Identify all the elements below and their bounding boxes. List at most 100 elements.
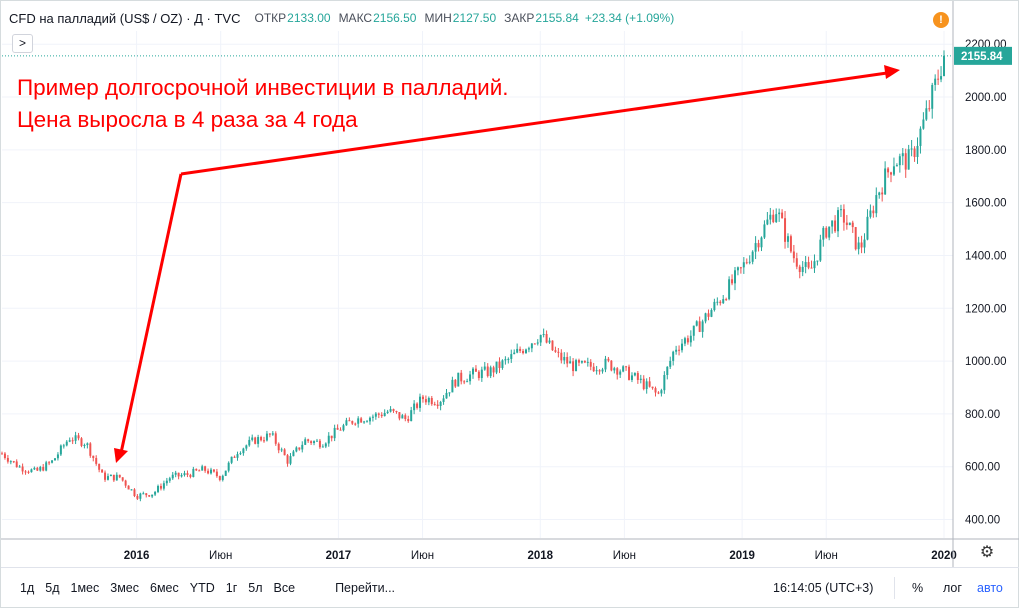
candle-body [380, 414, 383, 417]
candle-body [136, 496, 139, 499]
auto-scale-toggle[interactable]: авто [977, 580, 1003, 595]
candle-body [327, 435, 330, 444]
candle-body [198, 470, 201, 472]
candle-body [542, 334, 545, 336]
candle-body [192, 468, 195, 477]
annotation-arrows [114, 65, 900, 463]
candle-body [539, 335, 542, 343]
candle-body [45, 462, 48, 471]
candle-body [645, 381, 648, 390]
candle-body [262, 440, 265, 442]
candle-body [404, 415, 407, 420]
candle-body [92, 455, 95, 459]
high-label: МАКС [338, 11, 373, 25]
candle-body [283, 449, 286, 456]
candle-body [498, 361, 501, 368]
symbol-title[interactable]: CFD на палладий (US$ / OZ) · Д · TVC [9, 10, 241, 26]
log-scale-toggle[interactable]: лог [943, 580, 962, 595]
candle-body [890, 172, 893, 175]
x-tick-label: Июн [613, 550, 636, 562]
clock-timezone[interactable]: 16:14:05 (UTC+3) [773, 580, 874, 595]
collapse-legend-button[interactable]: > [12, 34, 33, 53]
candle-body [786, 236, 789, 242]
candle-body [698, 321, 701, 332]
x-tick-label: 2020 [931, 550, 957, 562]
low-value: 2127.50 [452, 11, 497, 25]
candle-body [260, 437, 263, 441]
candle-body [236, 454, 239, 458]
candle-body [386, 411, 389, 413]
goto-date-button[interactable]: Перейти... [335, 580, 396, 595]
candle-body [660, 390, 663, 394]
candle-body [486, 366, 489, 377]
candle-body [775, 214, 778, 223]
candle-body [898, 156, 901, 166]
candle-body [6, 457, 9, 462]
timeframe-3m[interactable]: 3мес [110, 580, 139, 595]
change-value: +23.34 (+1.09%) [584, 11, 675, 25]
arrow-right-head [884, 65, 900, 79]
candle-body [457, 372, 460, 387]
candle-body [524, 349, 527, 354]
candle-body [392, 409, 395, 412]
candle-body [162, 483, 165, 489]
candle-body [701, 321, 704, 332]
arrow-down-head [114, 448, 128, 463]
timeframe-ytd[interactable]: YTD [189, 580, 215, 595]
candle-body [854, 227, 857, 250]
candle-body [212, 469, 215, 472]
candle-body [186, 473, 189, 475]
y-tick-label: 2000.00 [965, 92, 1007, 104]
candle-body [778, 212, 781, 215]
candle-body [666, 366, 669, 376]
candle-body [48, 462, 51, 464]
candle-body [195, 468, 198, 471]
candle-body [598, 370, 601, 372]
candle-body [707, 313, 710, 317]
candle-body [124, 480, 127, 486]
candle-body [295, 447, 298, 452]
candle-body [722, 299, 725, 304]
candle-body [654, 388, 657, 393]
candle-body [304, 439, 307, 445]
candle-body [592, 366, 595, 372]
candle-body [754, 243, 757, 252]
candle-body [736, 267, 739, 271]
gear-icon[interactable]: ⚙ [979, 544, 995, 561]
x-tick-label: Июн [815, 550, 838, 562]
axes: 400.00 600.00 800.00 1000.00 1200.00 1400.00 1… [1, 1, 1019, 567]
timeframe-1y[interactable]: 1г [225, 580, 238, 595]
candle-body [551, 340, 554, 351]
candle-body [15, 461, 18, 468]
candle-body [757, 243, 760, 248]
timeframe-5y[interactable]: 5л [248, 580, 263, 595]
candle-body [772, 214, 775, 223]
candle-body [516, 348, 519, 353]
candle-body [342, 425, 345, 431]
candle-body [248, 439, 251, 446]
candle-body [825, 227, 828, 238]
candle-body [828, 226, 831, 238]
annotation-line-1: Пример долгосрочной инвестиции в паллади… [17, 75, 509, 100]
candle-body [845, 222, 848, 226]
percent-scale-toggle[interactable]: % [912, 580, 924, 595]
timeframe-1d[interactable]: 1д [20, 580, 35, 595]
x-tick-label: 2017 [326, 550, 352, 562]
candle-body [86, 443, 89, 446]
warning-icon[interactable]: ! [933, 12, 949, 28]
candle-body [371, 416, 374, 418]
y-tick-label: 1000.00 [965, 356, 1007, 368]
candle-body [910, 148, 913, 150]
candle-body [878, 192, 881, 196]
timeframe-6m[interactable]: 6мес [150, 580, 179, 595]
candle-body [383, 412, 386, 417]
timeframe-all[interactable]: Все [273, 580, 296, 595]
timeframe-5d[interactable]: 5д [45, 580, 60, 595]
candle-body [454, 379, 457, 387]
timeframe-1m[interactable]: 1мес [70, 580, 100, 595]
candle-body [104, 472, 107, 480]
candle-body [245, 445, 248, 449]
candle-body [39, 466, 42, 471]
candle-body [943, 55, 945, 77]
